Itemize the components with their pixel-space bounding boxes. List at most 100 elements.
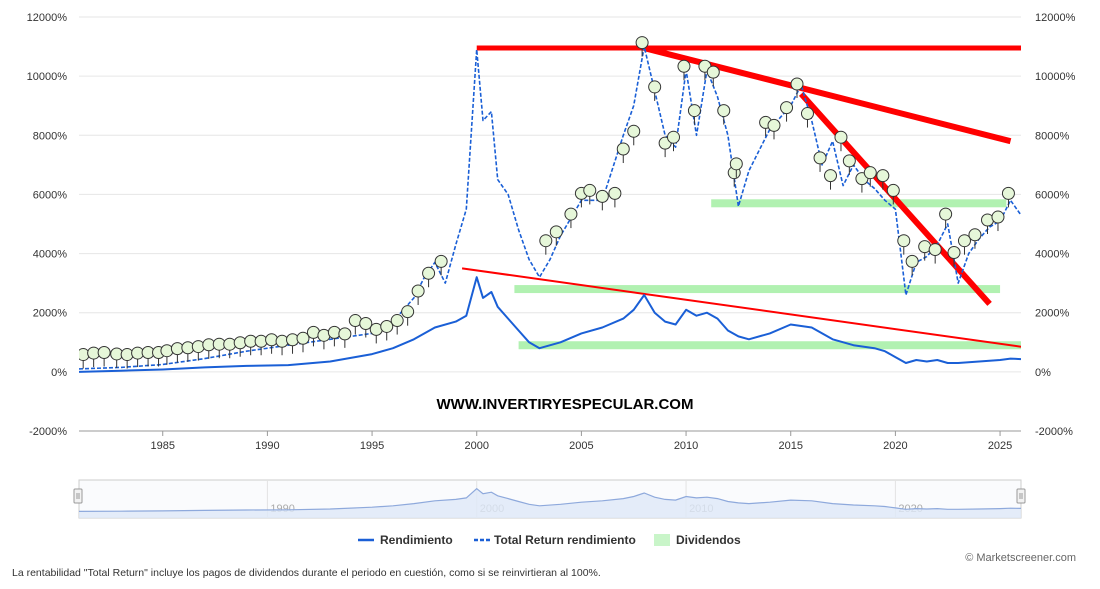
dividend-marker[interactable] [897,234,911,255]
y-tick-label-right: 2000% [1035,308,1069,320]
footnote-text: La rentabilidad "Total Return" incluye l… [12,567,601,579]
series-lines [79,45,1021,373]
rendimiento-line [79,276,1021,373]
dividend-marker[interactable] [390,314,404,335]
dividend-marker[interactable] [717,104,731,125]
dividend-marker[interactable] [834,130,848,152]
legend-item-rendimiento[interactable]: Rendimiento [358,533,453,547]
dividend-marker[interactable] [181,341,195,362]
dividend-band [514,285,1001,294]
dividend-marker[interactable] [212,337,226,359]
dividend-marker[interactable] [968,228,982,249]
legend-item-total-return[interactable]: Total Return rendimiento [474,533,636,547]
dividend-marker[interactable] [296,331,310,353]
credit-text: © Marketscreener.com [965,552,1076,564]
dividend-band [711,199,1007,208]
dividend-marker[interactable] [780,101,794,122]
dividend-marker[interactable] [800,107,814,128]
dividend-marker[interactable] [627,124,641,146]
dividend-marker[interactable] [359,317,373,338]
dividend-marker[interactable] [583,183,597,205]
dividend-marker[interactable] [687,104,701,125]
dividend-marker[interactable] [842,154,856,175]
dividend-marker[interactable] [635,36,649,57]
dividend-marker[interactable] [244,334,258,356]
dividend-marker[interactable] [813,151,827,172]
dividend-marker[interactable] [790,77,804,98]
y-tick-label-left: 12000% [27,12,68,24]
navigator-handle-left[interactable] [73,488,83,504]
navigator[interactable]: 1990200020102020 [73,479,1026,519]
dividend-marker[interactable] [706,65,720,87]
y-axis-right: 12000% 10000% 8000% 6000% 4000% 2000% 0% -2000% [1035,12,1076,438]
y-tick-label-right: -2000% [1035,426,1073,438]
x-tick-label: 2005 [569,440,593,452]
dividend-marker[interactable] [767,118,781,140]
dividend-marker[interactable] [863,166,877,187]
dividend-marker[interactable] [380,319,394,341]
y-tick-label-right: 12000% [1035,12,1076,24]
dividend-marker[interactable] [401,305,415,326]
dividend-marker[interactable] [876,169,890,190]
legend-label-total-return: Total Return rendimiento [494,533,636,547]
x-tick-label: 2010 [674,440,698,452]
y-tick-label-right: 10000% [1035,71,1076,83]
navigator-handle-right[interactable] [1016,488,1026,504]
y-tick-label-left: 0% [51,367,67,379]
dividend-marker[interactable] [338,327,352,348]
dividend-marker[interactable] [928,243,942,264]
legend-item-dividendos[interactable]: Dividendos [654,533,741,547]
dividend-marker[interactable] [824,169,838,190]
dividend-marker[interactable] [422,266,436,288]
legend-label-rendimiento: Rendimiento [380,533,453,547]
x-tick-label: 2025 [988,440,1012,452]
dividend-marker[interactable] [97,345,111,367]
dividend-bands [514,199,1021,350]
dividend-marker[interactable] [729,157,743,178]
dividend-marker[interactable] [648,80,662,101]
dividend-marker[interactable] [947,246,961,267]
x-tick-label: 2015 [778,440,802,452]
plot-area [79,17,1021,431]
dividend-marker[interactable] [411,284,425,305]
dividend-marker[interactable] [265,333,279,354]
dividend-marker[interactable] [886,183,900,205]
dividend-marker[interactable] [595,189,609,211]
y-tick-label-left: -2000% [29,426,67,438]
x-tick-label: 1995 [360,440,384,452]
y-tick-label-left: 2000% [33,308,67,320]
dividend-marker[interactable] [564,207,578,229]
dividend-marker[interactable] [957,234,971,255]
dividend-marker[interactable] [170,342,184,363]
watermark-text: WWW.INVERTIRYESPECULAR.COM [437,396,694,413]
trendline [461,267,1021,348]
navigator-line [78,487,1022,512]
legend-band-swatch [654,534,670,546]
dividend-marker[interactable] [667,130,681,152]
y-tick-label-right: 0% [1035,367,1051,379]
dividend-marker[interactable] [939,207,953,229]
x-tick-label: 1985 [150,440,174,452]
legend: Rendimiento Total Return rendimiento Div… [358,533,741,547]
x-tick-label: 1990 [255,440,279,452]
legend-label-dividendos: Dividendos [676,533,741,547]
dividend-marker[interactable] [608,186,622,208]
dividend-marker[interactable] [905,254,919,276]
dividend-marker[interactable] [1001,186,1015,208]
dividend-markers [79,36,1015,369]
y-tick-label-left: 6000% [33,189,67,201]
x-tick-label: 2020 [883,440,907,452]
dividend-marker[interactable] [677,59,691,81]
y-axis-left: 12000% 10000% 8000% 6000% 4000% 2000% 0% -2000% [27,12,68,438]
x-tick-label: 2000 [464,440,488,452]
dividend-marker[interactable] [306,325,320,347]
dividend-marker[interactable] [539,234,553,255]
dividend-marker[interactable] [616,142,630,164]
dividend-marker[interactable] [991,210,1005,232]
trendline [798,91,992,306]
total-return-line [79,45,1021,370]
y-tick-label-left: 4000% [33,249,67,261]
dividend-marker[interactable] [549,225,563,246]
y-tick-label-left: 8000% [33,130,67,142]
dividend-marker[interactable] [434,254,448,276]
